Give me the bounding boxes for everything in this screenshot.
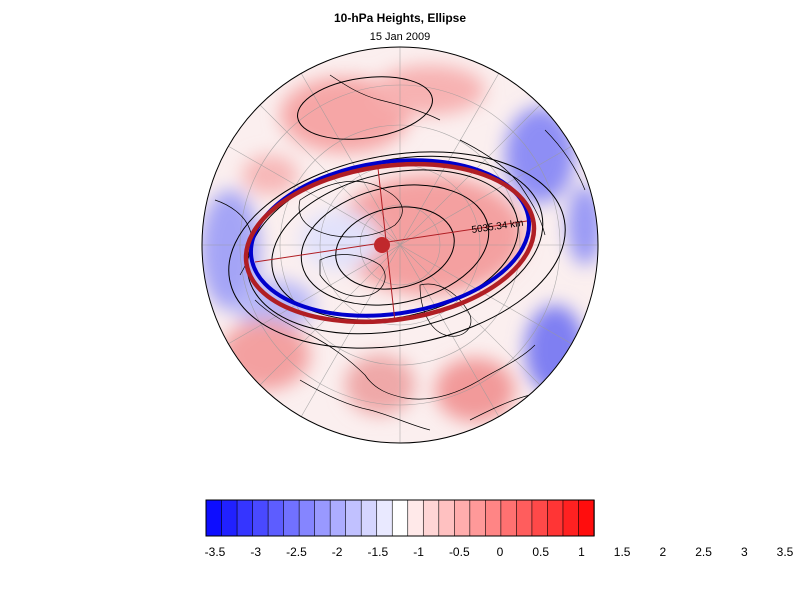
height-contour-north xyxy=(297,76,433,140)
colorbar-swatch xyxy=(547,499,564,537)
height-contour-3 xyxy=(271,169,519,321)
colorbar-swatch xyxy=(485,499,502,537)
colorbar-swatch xyxy=(500,499,518,537)
colorbar-swatch xyxy=(407,499,424,537)
colorbar-swatch xyxy=(221,499,238,537)
anomaly-blob-south xyxy=(345,355,415,415)
map-title: 10-hPa Heights, Ellipse xyxy=(334,11,466,25)
height-contour-2 xyxy=(300,184,490,306)
colorbar-swatch xyxy=(376,499,393,537)
colorbar-swatch xyxy=(252,499,269,537)
colorbar-swatch xyxy=(438,499,456,537)
polar-map: 5035.34 km xyxy=(201,46,599,444)
colorbar-tick-label: 3.5 xyxy=(777,545,794,559)
colorbar-tick-label: 2.5 xyxy=(695,545,712,559)
fitted-ellipse xyxy=(243,161,537,325)
height-contour-1 xyxy=(335,206,455,290)
colorbar-tick-label: 1.5 xyxy=(614,545,631,559)
colorbar-tick-label: -2.5 xyxy=(286,545,307,559)
colorbar-swatch xyxy=(314,499,331,537)
colorbar-swatch xyxy=(391,499,409,537)
map-date: 15 Jan 2009 xyxy=(370,31,431,43)
globe-outline xyxy=(201,46,599,444)
colorbar-frame xyxy=(205,499,595,537)
anomaly-blob-northeast xyxy=(505,107,575,203)
colorbar-tick-label: -1 xyxy=(413,545,424,559)
colorbar-swatch xyxy=(267,499,285,537)
colorbar-swatch xyxy=(516,499,533,537)
colorbar-ticks: -3.5 -3 -2.5 -2 -1.5 -1 -0.5 0 0.5 1 1.5 2 2.5 3 3.5 xyxy=(205,545,794,559)
ellipse-center xyxy=(374,237,390,253)
colorbar-tick-label: -0.5 xyxy=(449,545,470,559)
colorbar-tick-label: 2 xyxy=(660,545,667,559)
anomaly-blob-north xyxy=(375,65,485,115)
colorbar-swatch xyxy=(329,499,347,537)
colorbar-swatch xyxy=(578,499,595,537)
colorbar-tick-label: -3 xyxy=(250,545,261,559)
colorbar-swatch xyxy=(205,499,223,537)
colorbar-swatch xyxy=(283,499,300,537)
colorbar-swatch xyxy=(454,499,471,537)
colorbar-tick-label: -3.5 xyxy=(205,545,226,559)
height-contour-5 xyxy=(228,151,566,349)
colorbar-tick-label: 0 xyxy=(497,545,504,559)
observed-vortex-edge xyxy=(248,158,532,318)
colorbar-tick-label: -2 xyxy=(332,545,343,559)
colorbar-swatch xyxy=(298,499,316,537)
colorbar-swatch xyxy=(360,499,378,537)
colorbar-tick-label: 3 xyxy=(741,545,748,559)
colorbar-tick-label: 0.5 xyxy=(532,545,549,559)
colorbar: -3.5 -3 -2.5 -2 -1.5 -1 -0.5 0 0.5 1 1.5 2 2.5 3 3.5 xyxy=(205,499,794,559)
colorbar-tick-label: -1.5 xyxy=(368,545,389,559)
colorbar-swatch xyxy=(469,499,487,537)
anomaly-blob-top-left xyxy=(242,155,298,195)
colorbar-swatch xyxy=(562,499,580,537)
colorbar-swatch xyxy=(531,499,549,537)
colorbar-swatch xyxy=(345,499,362,537)
ellipse-major-axis xyxy=(254,220,528,263)
colorbar-tick-label: 1 xyxy=(578,545,585,559)
colorbar-swatches xyxy=(205,499,595,537)
colorbar-swatch xyxy=(236,499,254,537)
anomaly-blob-east xyxy=(525,305,585,395)
colorbar-swatch xyxy=(422,499,440,537)
